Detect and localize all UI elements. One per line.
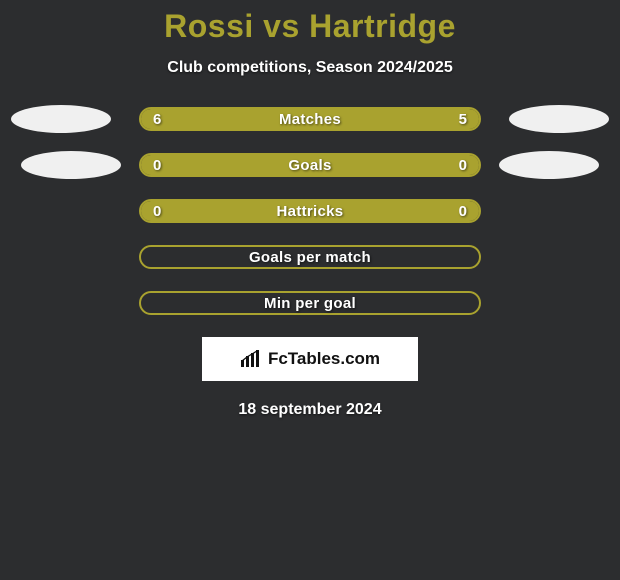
- stat-right-value: 0: [459, 201, 467, 221]
- date-text: 18 september 2024: [0, 401, 620, 419]
- subtitle: Club competitions, Season 2024/2025: [0, 59, 620, 77]
- player-left-ellipse: [11, 105, 111, 133]
- stat-label: Goals: [141, 155, 479, 175]
- stat-label: Hattricks: [141, 201, 479, 221]
- stat-label: Min per goal: [141, 293, 479, 313]
- stat-row: Min per goal: [139, 291, 481, 315]
- stat-left-value: 6: [153, 109, 161, 129]
- stat-left-value: 0: [153, 201, 161, 221]
- content: Rossi vs Hartridge Club competitions, Se…: [0, 0, 620, 419]
- stat-row: Hattricks0 0: [139, 199, 481, 223]
- stat-row: Goals per match: [139, 245, 481, 269]
- stat-row: Goals0 0: [139, 153, 481, 177]
- player-left-ellipse: [21, 151, 121, 179]
- stat-right-value: 0: [459, 155, 467, 175]
- stat-left-value: 0: [153, 155, 161, 175]
- attribution-badge: FcTables.com: [202, 337, 418, 381]
- chart-icon: [240, 350, 262, 368]
- player-right-ellipse: [509, 105, 609, 133]
- page-title: Rossi vs Hartridge: [0, 8, 620, 45]
- stat-right-value: 5: [459, 109, 467, 129]
- stat-label: Goals per match: [141, 247, 479, 267]
- stat-row: Matches6 5: [139, 107, 481, 131]
- stats-rows: Matches65Goals00Hattricks00Goals per mat…: [0, 107, 620, 315]
- stat-label: Matches: [141, 109, 479, 129]
- player-right-ellipse: [499, 151, 599, 179]
- attribution-text: FcTables.com: [268, 349, 380, 369]
